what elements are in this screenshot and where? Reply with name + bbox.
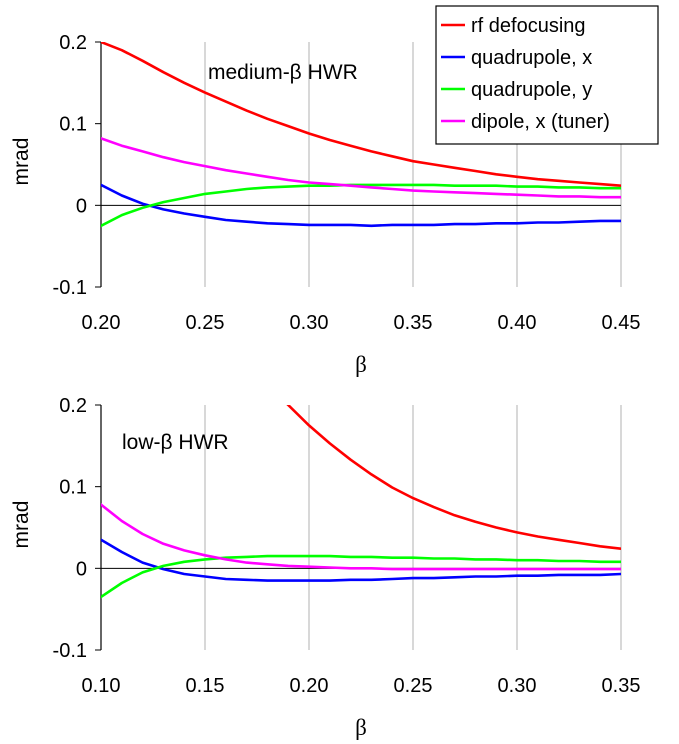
series-layer [101,42,621,228]
y-tick-label: 0 [76,195,87,217]
y-tick-label: 0.2 [59,32,87,54]
series-line [101,554,621,599]
chart-annotation: low-β HWR [122,431,229,454]
series-line [101,183,621,228]
series-line [101,503,621,571]
chart-annotation: medium-β HWR [208,61,358,84]
legend-label: dipole, x (tuner) [471,111,610,133]
y-axis-label: mrad [10,501,33,549]
x-tick-label: 0.20 [290,675,329,697]
series-line [101,137,621,199]
series-layer [101,405,621,599]
x-tick-label: 0.30 [498,675,537,697]
chart-medium-beta: -0.1 0 0.1 0.2 0.20 0.25 0.30 0.35 0.40 0.45 β mrad… [10,32,640,377]
series-line [101,183,621,228]
y-tick-label: 0.1 [59,114,87,136]
y-tick-label: -0.1 [53,640,87,662]
x-tick-label: 0.20 [82,312,121,334]
legend-box [435,5,659,145]
series-line [286,405,621,550]
x-tick-label: 0.35 [394,312,433,334]
legend-label: quadrupole, y [471,79,592,101]
x-tick-label: 0.45 [602,312,641,334]
x-axis-label: β [355,715,367,740]
x-tick-label: 0.40 [498,312,537,334]
y-tick-label: 0 [76,558,87,580]
series-line [101,538,621,582]
legend-label: quadrupole, x [471,47,592,69]
y-axis-label: mrad [10,138,33,186]
x-tick-label: 0.35 [602,675,641,697]
x-axis-label: β [355,352,367,377]
legend-label: rf defocusing [471,15,586,37]
x-tick-label: 0.30 [290,312,329,334]
x-tick-label: 0.15 [186,675,225,697]
y-tick-label: 0.1 [59,477,87,499]
series-line [101,42,621,187]
x-tick-label: 0.10 [82,675,121,697]
x-tick-label: 0.25 [394,675,433,697]
y-tick-label: 0.2 [59,395,87,417]
y-tick-label: -0.1 [53,277,87,299]
x-tick-label: 0.25 [186,312,225,334]
chart-low-beta: -0.1 0 0.1 0.2 0.10 0.15 0.20 0.25 0.30 0.35 β mrad… [10,395,640,740]
legend: rf defocusing quadrupole, x quadrupole, y d… [435,5,659,145]
